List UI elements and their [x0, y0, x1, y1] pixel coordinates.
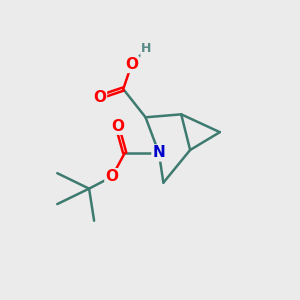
Text: O: O	[111, 119, 124, 134]
Text: H: H	[141, 42, 152, 55]
Text: O: O	[106, 169, 118, 184]
Text: N: N	[152, 146, 165, 160]
Text: O: O	[93, 90, 106, 105]
Text: O: O	[125, 57, 138, 72]
